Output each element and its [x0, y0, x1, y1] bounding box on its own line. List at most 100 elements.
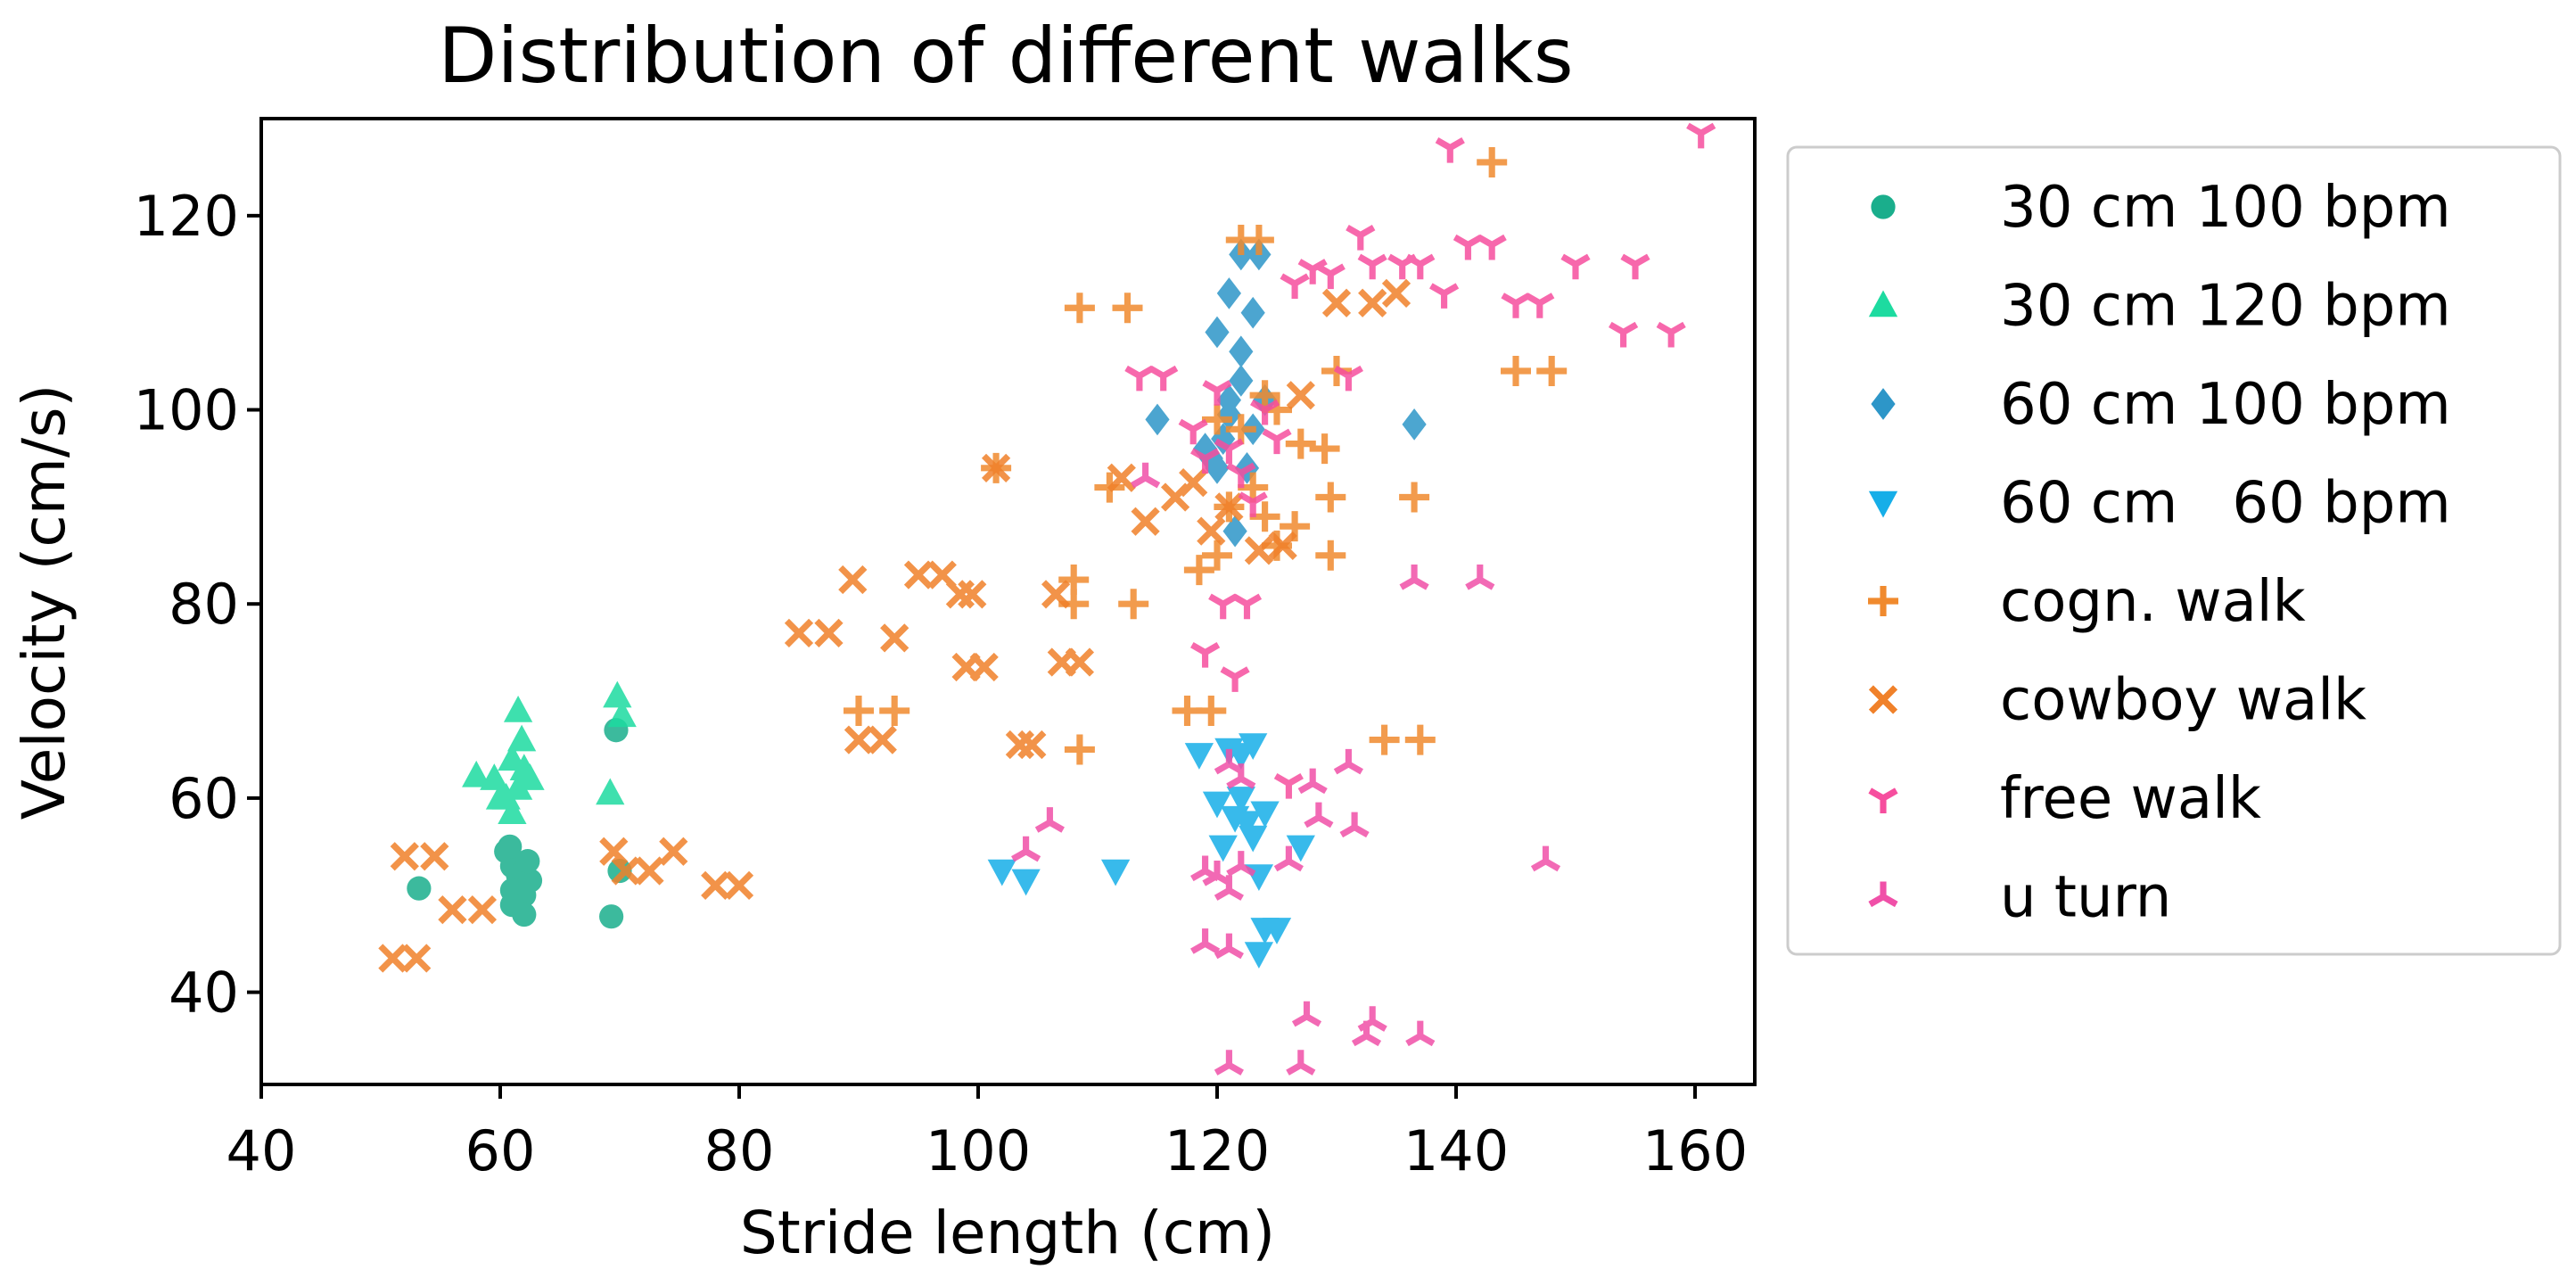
legend-label: u turn [2000, 865, 2171, 931]
data-point [1190, 928, 1221, 954]
data-point [512, 902, 537, 927]
plot-frame [259, 117, 1757, 1086]
series-7 [1124, 122, 1716, 799]
data-point [868, 725, 897, 754]
legend-entry: 30 cm 100 bpm [1871, 175, 2451, 241]
data-point [1232, 811, 1262, 838]
series-4 [987, 733, 1315, 969]
data-point [1214, 875, 1244, 901]
data-point [1333, 748, 1363, 775]
data-point [987, 859, 1016, 886]
data-point [1179, 468, 1208, 498]
data-point [1686, 122, 1716, 149]
data-point [1145, 403, 1170, 436]
data-point [1064, 293, 1095, 324]
legend-marker [1868, 586, 1898, 616]
data-point [1208, 835, 1238, 862]
data-point [506, 724, 537, 752]
data-point [844, 725, 874, 754]
data-point [603, 680, 632, 708]
plot-marks [378, 122, 1716, 1076]
series-6 [378, 278, 1411, 973]
legend-label: cowboy walk [2000, 668, 2366, 734]
data-point [503, 695, 533, 722]
series-1 [407, 718, 632, 929]
data-point [485, 782, 515, 810]
y-tick-label: 80 [169, 572, 239, 637]
y-tick-label: 60 [169, 766, 239, 831]
data-point [1346, 225, 1376, 251]
data-point [1184, 743, 1214, 770]
chart-title: Distribution of different walks [438, 12, 1573, 101]
data-point [1205, 451, 1230, 484]
data-point [1226, 462, 1256, 489]
data-point [1239, 733, 1268, 761]
x-tick-label: 40 [226, 1118, 297, 1183]
data-point [438, 894, 467, 925]
legend-marker [1868, 787, 1898, 813]
data-point [1339, 812, 1370, 838]
y-tick-label: 100 [134, 378, 239, 443]
data-point [390, 842, 419, 871]
data-point [1286, 1050, 1316, 1076]
data-point [724, 870, 754, 900]
legend-entry: 60 cm 100 bpm [1871, 372, 2451, 438]
data-point [1226, 763, 1256, 789]
data-point [1291, 1001, 1322, 1027]
data-point [1530, 845, 1561, 872]
data-point [814, 618, 844, 647]
data-point [1477, 146, 1508, 177]
data-point [1405, 1020, 1436, 1047]
x-tick-label: 120 [1165, 1118, 1270, 1183]
x-tick-label: 100 [926, 1118, 1031, 1183]
data-point [1402, 408, 1427, 441]
legend-marker [1868, 685, 1898, 714]
y-axis: 40 60 80 100 120 [134, 184, 261, 1026]
data-point [1202, 404, 1232, 435]
data-point [1243, 225, 1274, 256]
data-point [1100, 859, 1131, 886]
data-point [784, 618, 814, 647]
data-point [1190, 642, 1221, 668]
y-tick-label: 40 [169, 960, 239, 1026]
data-point [1244, 536, 1274, 565]
data-point [1214, 492, 1244, 522]
data-point [462, 760, 491, 787]
data-point [1536, 355, 1568, 386]
data-point [1214, 438, 1244, 465]
data-point [659, 837, 688, 866]
data-point [1220, 666, 1250, 692]
legend-label: cogn. walk [2000, 569, 2306, 635]
data-point [1064, 734, 1095, 765]
legend-marker [1868, 881, 1898, 908]
data-point [1501, 355, 1531, 386]
data-point [1011, 869, 1041, 896]
legend-entry: 30 cm 120 bpm [1868, 274, 2451, 340]
data-point [607, 700, 637, 728]
legend-entry: cogn. walk [1868, 569, 2306, 635]
data-point [515, 849, 540, 874]
data-point [1231, 593, 1263, 620]
data-point [1315, 263, 1346, 290]
data-point [1268, 531, 1297, 561]
data-point [1620, 253, 1650, 280]
data-point [1369, 724, 1400, 755]
data-point [1244, 942, 1274, 969]
data-point [611, 856, 640, 886]
data-point [1315, 482, 1346, 513]
data-point [1240, 296, 1265, 329]
data-point [1273, 772, 1304, 799]
data-point [1017, 730, 1047, 760]
x-tick-label: 140 [1403, 1118, 1509, 1183]
data-point [1304, 802, 1334, 828]
legend-label: 30 cm 100 bpm [2000, 175, 2451, 241]
data-point [599, 904, 624, 929]
data-point [879, 695, 910, 726]
data-point [1183, 555, 1214, 586]
data-point [596, 778, 625, 805]
x-tick-label: 80 [704, 1118, 775, 1183]
data-point [1560, 253, 1591, 280]
data-point [1286, 835, 1315, 862]
